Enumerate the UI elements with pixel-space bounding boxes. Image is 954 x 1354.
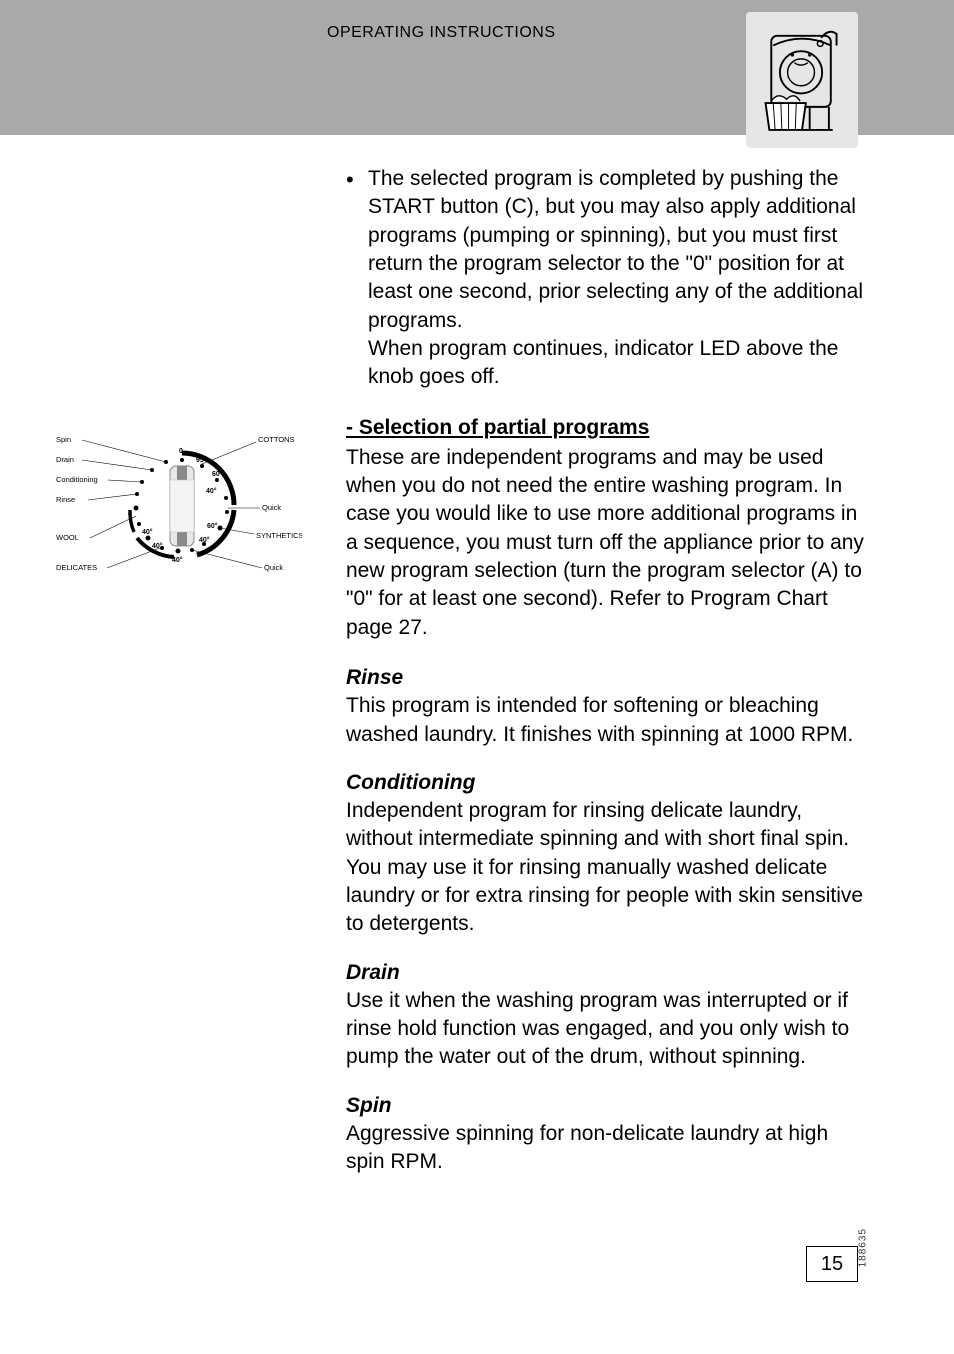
header-title: OPERATING INSTRUCTIONS xyxy=(327,24,556,42)
dial-label-wool: WOOL xyxy=(56,533,79,542)
dial-temp-0: 0 xyxy=(179,448,183,455)
dial-temp-40c: 40° xyxy=(172,556,183,564)
page-number: 15 xyxy=(806,1246,858,1282)
dial-temp-60a: 60° xyxy=(212,470,223,478)
header-icon-box xyxy=(746,12,858,148)
dial-label-quick-top: Quick xyxy=(262,503,281,512)
header-band: OPERATING INSTRUCTIONS xyxy=(0,0,954,135)
dial-label-delicates: DELICATES xyxy=(56,563,97,572)
dial-temp-40b: 40° xyxy=(199,536,210,544)
dial-label-spin: Spin xyxy=(56,435,71,444)
drain-body: Use it when the washing program was inte… xyxy=(346,987,864,1072)
bullet-text: The selected program is completed by pus… xyxy=(346,165,864,392)
bullet-section: The selected program is completed by pus… xyxy=(346,165,864,392)
partial-heading: - Selection of partial programs xyxy=(346,416,864,440)
dial-label-synthetics: SYNTHETICS xyxy=(256,531,302,540)
doc-code: 188635 xyxy=(857,1228,868,1267)
dial-label-rinse: Rinse xyxy=(56,495,75,504)
washing-machine-icon xyxy=(754,20,850,140)
drain-heading: Drain xyxy=(346,961,864,985)
conditioning-heading: Conditioning xyxy=(346,771,864,795)
left-rail xyxy=(0,135,322,1354)
main-column: The selected program is completed by pus… xyxy=(322,135,954,1176)
dial-label-quick-bottom: Quick xyxy=(264,563,283,572)
dial-label-drain: Drain xyxy=(56,455,74,464)
spin-body: Aggressive spinning for non-delicate lau… xyxy=(346,1120,864,1177)
rinse-body: This program is intended for softening o… xyxy=(346,692,864,749)
program-dial-figure: 0 95° 60° 40° 60° 40° 40° 40° 40° Spin D… xyxy=(52,420,302,590)
dial-temp-40a: 40° xyxy=(206,487,217,495)
conditioning-body: Independent program for rinsing delicate… xyxy=(346,797,864,939)
rinse-heading: Rinse xyxy=(346,666,864,690)
spin-heading: Spin xyxy=(346,1094,864,1118)
dial-temp-40e: 40° xyxy=(142,528,153,536)
dial-label-cottons: COTTONS xyxy=(258,435,295,444)
dial-temp-60b: 60° xyxy=(207,522,218,530)
dial-label-conditioning: Conditioning xyxy=(56,475,98,484)
partial-programs-section: - Selection of partial programs These ar… xyxy=(346,416,864,642)
page: OPERATING INSTRUCTIONS xyxy=(0,0,954,1354)
partial-body: These are independent programs and may b… xyxy=(346,444,864,642)
